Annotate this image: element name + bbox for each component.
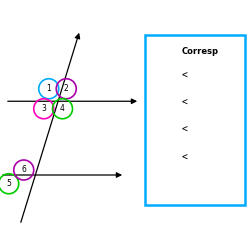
Text: 2: 2	[64, 84, 68, 93]
Text: <: <	[182, 125, 188, 135]
Text: 1: 1	[46, 84, 51, 93]
FancyBboxPatch shape	[145, 35, 245, 205]
Text: 5: 5	[6, 179, 11, 188]
Text: Corresp: Corresp	[182, 48, 218, 56]
Text: <: <	[182, 71, 188, 81]
Text: 4: 4	[60, 104, 65, 113]
Text: 6: 6	[21, 166, 26, 174]
Text: 3: 3	[41, 104, 46, 113]
Text: <: <	[182, 152, 188, 162]
Text: <: <	[182, 98, 188, 108]
